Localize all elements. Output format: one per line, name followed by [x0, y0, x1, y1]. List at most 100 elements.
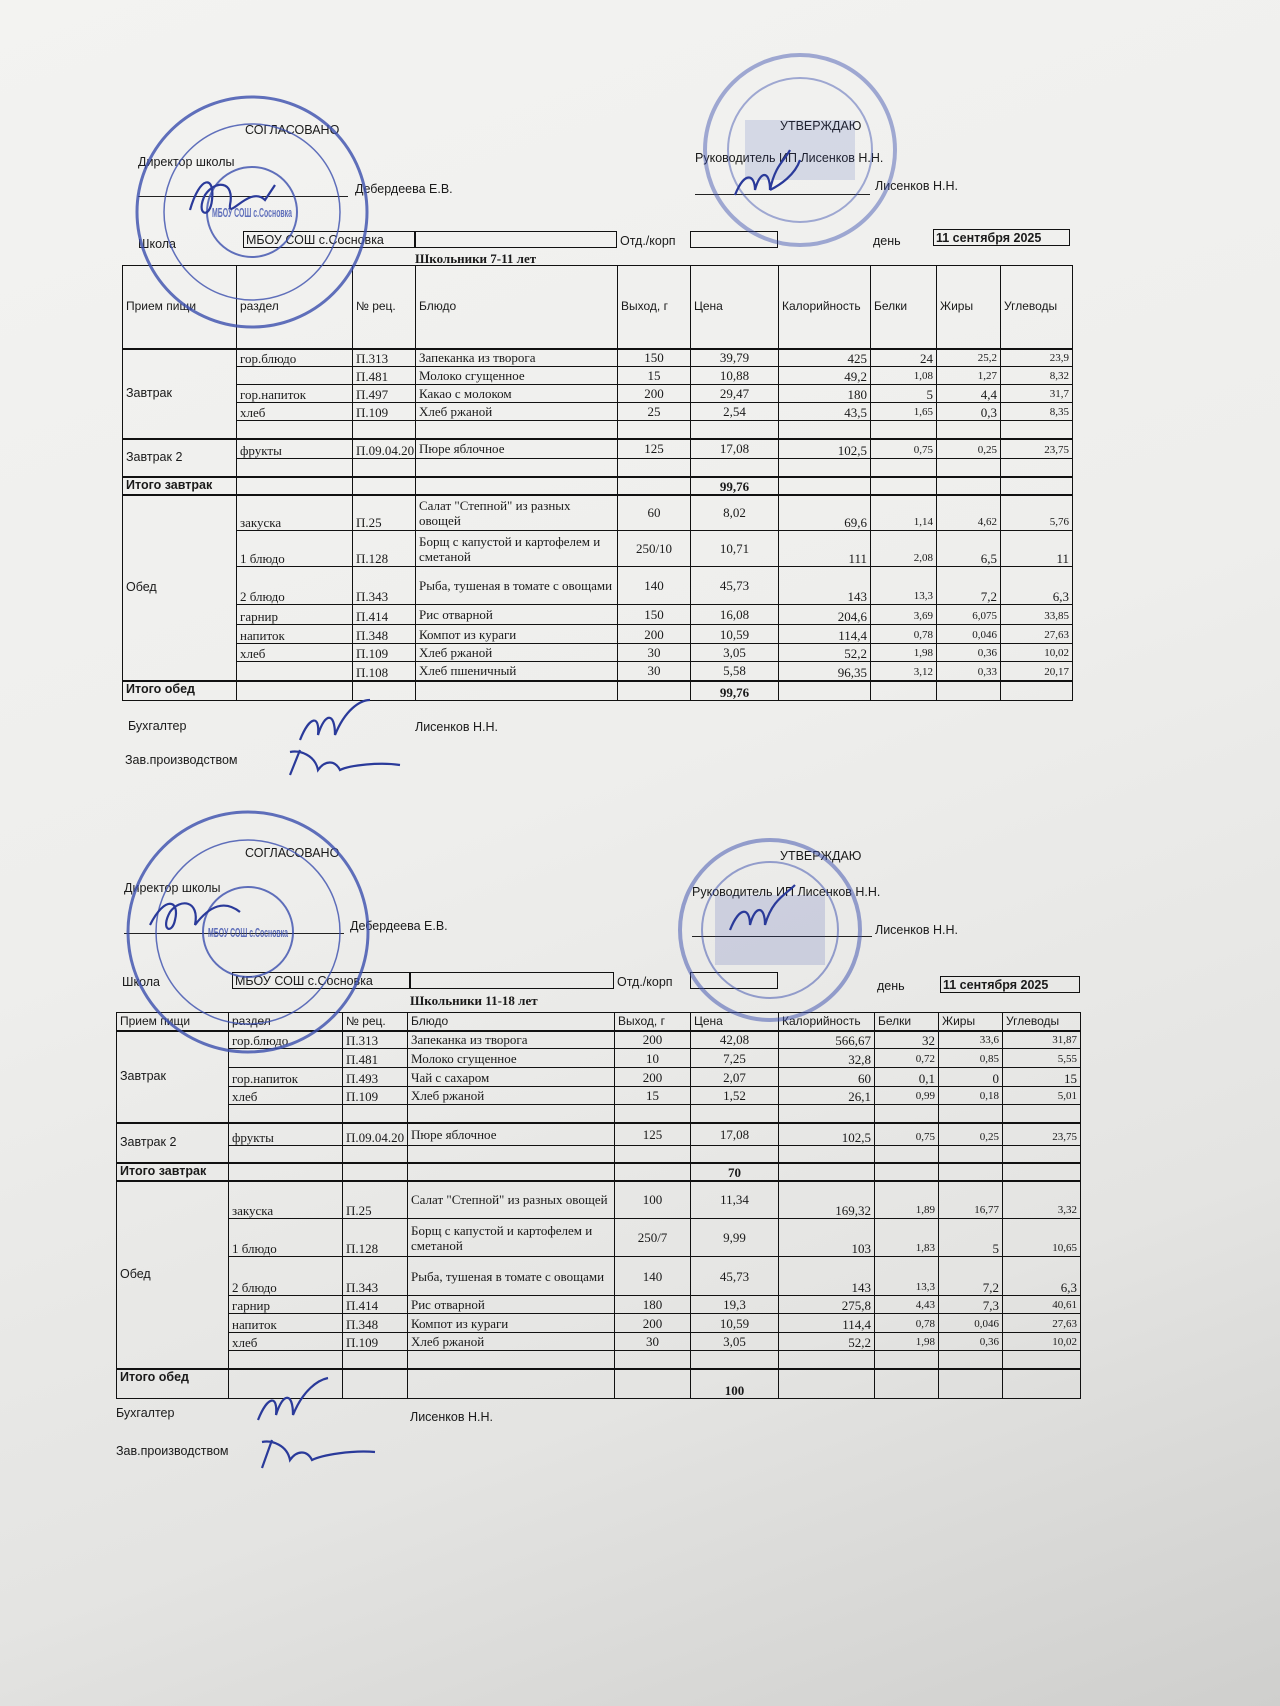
section-cell: хлеб — [228, 1086, 343, 1105]
column-header: № рец. — [342, 1012, 408, 1031]
price-cell: 2,07 — [690, 1067, 779, 1087]
yield-cell: 25 — [617, 402, 691, 421]
meal-cell: Обед — [116, 1179, 229, 1369]
section-cell — [228, 1350, 343, 1369]
section-cell — [236, 458, 353, 477]
price-cell — [690, 420, 779, 439]
kcal-cell: 143 — [778, 1256, 875, 1296]
director-label: Директор школы — [138, 155, 235, 169]
carbs-cell: 23,9 — [1000, 347, 1073, 367]
table-row: гарнир П.414 Рис отварной 180 19,3 275,8 4,43 7… — [117, 1295, 1081, 1314]
fat-cell: 0,25 — [936, 437, 1001, 459]
empty-cell — [874, 1367, 939, 1399]
rec-cell: П.128 — [342, 1218, 408, 1257]
director-signature-line — [124, 933, 344, 934]
table-row — [123, 458, 1073, 477]
rec-cell — [342, 1350, 408, 1369]
price-cell: 19,3 — [690, 1295, 779, 1314]
table-row: Завтрак 2 фрукты П.09.04.20 Пюре яблочное 12… — [116, 1121, 1081, 1163]
fat-cell: 0,85 — [938, 1048, 1003, 1068]
price-cell: 7,25 — [690, 1048, 779, 1068]
protein-cell — [874, 1145, 939, 1163]
header-row: Прием пищи раздел № рец. Блюдо Выход, г Цена К… — [116, 1012, 1081, 1031]
table-row: хлеб П.109 Хлеб ржаной 15 1,52 26,1 0,99 0,18 5,… — [117, 1086, 1081, 1105]
carbs-cell: 31,87 — [1002, 1029, 1081, 1049]
head-name: Лисенков Н.Н. — [875, 179, 958, 193]
carbs-cell: 27,63 — [1000, 624, 1073, 644]
fat-cell: 0 — [938, 1067, 1003, 1087]
carbs-cell: 5,76 — [1000, 493, 1073, 531]
rec-cell: П.25 — [352, 493, 416, 531]
price-cell: 3,05 — [690, 1332, 779, 1351]
meal-cell: Обед — [122, 493, 237, 681]
kcal-cell: 102,5 — [778, 437, 871, 459]
empty-cell — [1000, 475, 1073, 495]
column-header: Выход, г — [617, 265, 691, 349]
kcal-cell: 43,5 — [778, 402, 871, 421]
column-header: Выход, г — [614, 1012, 691, 1031]
yield-cell: 200 — [617, 384, 691, 403]
dept-field[interactable] — [690, 972, 778, 989]
kcal-cell — [778, 458, 871, 477]
price-cell: 1,52 — [690, 1086, 779, 1105]
fat-cell: 16,77 — [938, 1179, 1003, 1219]
yield-cell: 200 — [614, 1313, 691, 1333]
empty-cell — [936, 475, 1001, 495]
section-cell — [228, 1104, 343, 1123]
rec-cell: П.493 — [342, 1067, 408, 1087]
empty-cell — [617, 679, 691, 701]
price-cell: 45,73 — [690, 1256, 779, 1296]
table-row: 1 блюдо П.128 Борщ с капустой и картофелем… — [123, 530, 1073, 567]
price-cell: 3,05 — [690, 643, 779, 662]
kcal-cell: 96,35 — [778, 661, 871, 681]
protein-cell — [874, 1104, 939, 1123]
table-row: Завтрак гор.блюдо П.313 Запеканка из творог… — [116, 1029, 1081, 1123]
table-row: 1 блюдо П.128 Борщ с капустой и картофелем… — [117, 1218, 1081, 1257]
kcal-cell: 114,4 — [778, 1313, 875, 1333]
empty-cell — [614, 1161, 691, 1181]
rec-cell: П.25 — [342, 1179, 408, 1219]
school-field-extra[interactable] — [410, 972, 614, 989]
table-row — [117, 1350, 1081, 1369]
dish-cell: Хлеб ржаной — [415, 402, 618, 421]
empty-cell — [778, 475, 871, 495]
day-field[interactable]: 11 сентября 2025 — [940, 976, 1080, 993]
school-field[interactable]: МБОУ СОШ с.Сосновка — [243, 231, 415, 248]
table-row: напиток П.348 Компот из кураги 200 10,59 114,… — [117, 1313, 1081, 1333]
price-cell: 17,08 — [690, 437, 779, 459]
dish-cell: Хлеб пшеничный — [415, 661, 618, 681]
protein-cell: 1,98 — [874, 1332, 939, 1351]
empty-cell — [415, 679, 618, 701]
kcal-cell: 114,4 — [778, 624, 871, 644]
carbs-cell: 6,3 — [1000, 566, 1073, 605]
day-field[interactable]: 11 сентября 2025 — [933, 229, 1070, 246]
column-header: Цена — [690, 1012, 779, 1031]
dish-cell: Борщ с капустой и картофелем и сметаной — [407, 1218, 615, 1257]
section-cell: фрукты — [236, 437, 353, 459]
school-field-extra[interactable] — [415, 231, 617, 248]
empty-cell — [228, 1161, 343, 1181]
carbs-cell — [1000, 420, 1073, 439]
carbs-cell: 31,7 — [1000, 384, 1073, 403]
dish-cell — [407, 1104, 615, 1123]
yield-cell — [614, 1104, 691, 1123]
protein-cell: 2,08 — [870, 530, 937, 567]
table-row: гор.напиток П.493 Чай с сахаром 200 2,07 60 0,… — [117, 1067, 1081, 1087]
empty-cell — [352, 679, 416, 701]
section-cell: закуска — [236, 493, 353, 531]
price-cell — [690, 1145, 779, 1163]
dept-field[interactable] — [690, 231, 778, 248]
dish-cell: Рис отварной — [407, 1295, 615, 1314]
rec-cell: П.109 — [352, 643, 416, 662]
column-header: раздел — [236, 265, 353, 349]
total-price: 99,76 — [690, 475, 779, 495]
protein-cell: 1,65 — [870, 402, 937, 421]
table-row: 2 блюдо П.343 Рыба, тушеная в томате с ово… — [117, 1256, 1081, 1296]
table-row: хлеб П.109 Хлеб ржаной 25 2,54 43,5 1,65 0,3 8,3… — [123, 402, 1073, 421]
protein-cell: 3,69 — [870, 604, 937, 625]
dish-cell: Рис отварной — [415, 604, 618, 625]
school-field[interactable]: МБОУ СОШ с.Сосновка — [232, 972, 410, 989]
total-row: Итого завтрак 99,76 — [122, 475, 1073, 495]
price-cell: 45,73 — [690, 566, 779, 605]
column-header: Жиры — [938, 1012, 1003, 1031]
